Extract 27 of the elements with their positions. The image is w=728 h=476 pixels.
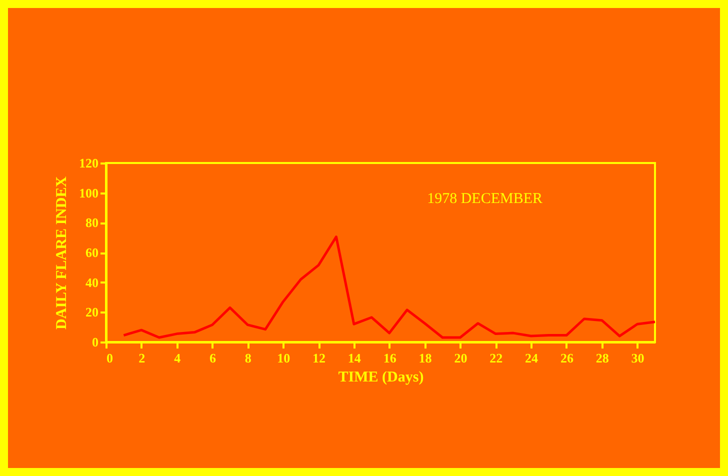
x-tick-label: 8 [244,350,252,366]
y-tick-label: 80 [86,215,98,230]
x-tick-label: 0 [106,350,113,366]
y-axis-title: DAILY FLARE INDEX [54,176,70,330]
line-series [122,236,656,339]
x-tick-label: 14 [348,350,362,366]
x-tick-label: 18 [418,350,432,366]
y-tick-label: 120 [79,156,98,170]
x-tick-label: 16 [383,350,397,366]
y-tick-label: 40 [86,274,98,290]
x-tick-label: 6 [210,350,217,366]
annotation: 1978 DECEMBER [427,190,543,207]
x-axis-title: TIME (Days) [338,370,424,386]
x-tick-label: 10 [277,350,290,366]
x-tick-label: 2 [138,350,146,366]
y-tick-label: 20 [86,304,98,320]
x-tick-label: 4 [174,350,182,366]
x-tick-label: 12 [312,350,326,366]
x-tick-label: 30 [631,350,644,366]
x-tick-label: 24 [525,350,539,366]
y-tick-label: 100 [79,185,98,200]
y-tick-label: 0 [92,334,98,350]
x-tick-label: 26 [560,350,574,366]
x-tick-label: 28 [596,350,610,366]
x-tick-label: 22 [490,350,503,366]
x-tick-label: 20 [454,350,468,366]
y-tick-label: 60 [86,245,98,260]
